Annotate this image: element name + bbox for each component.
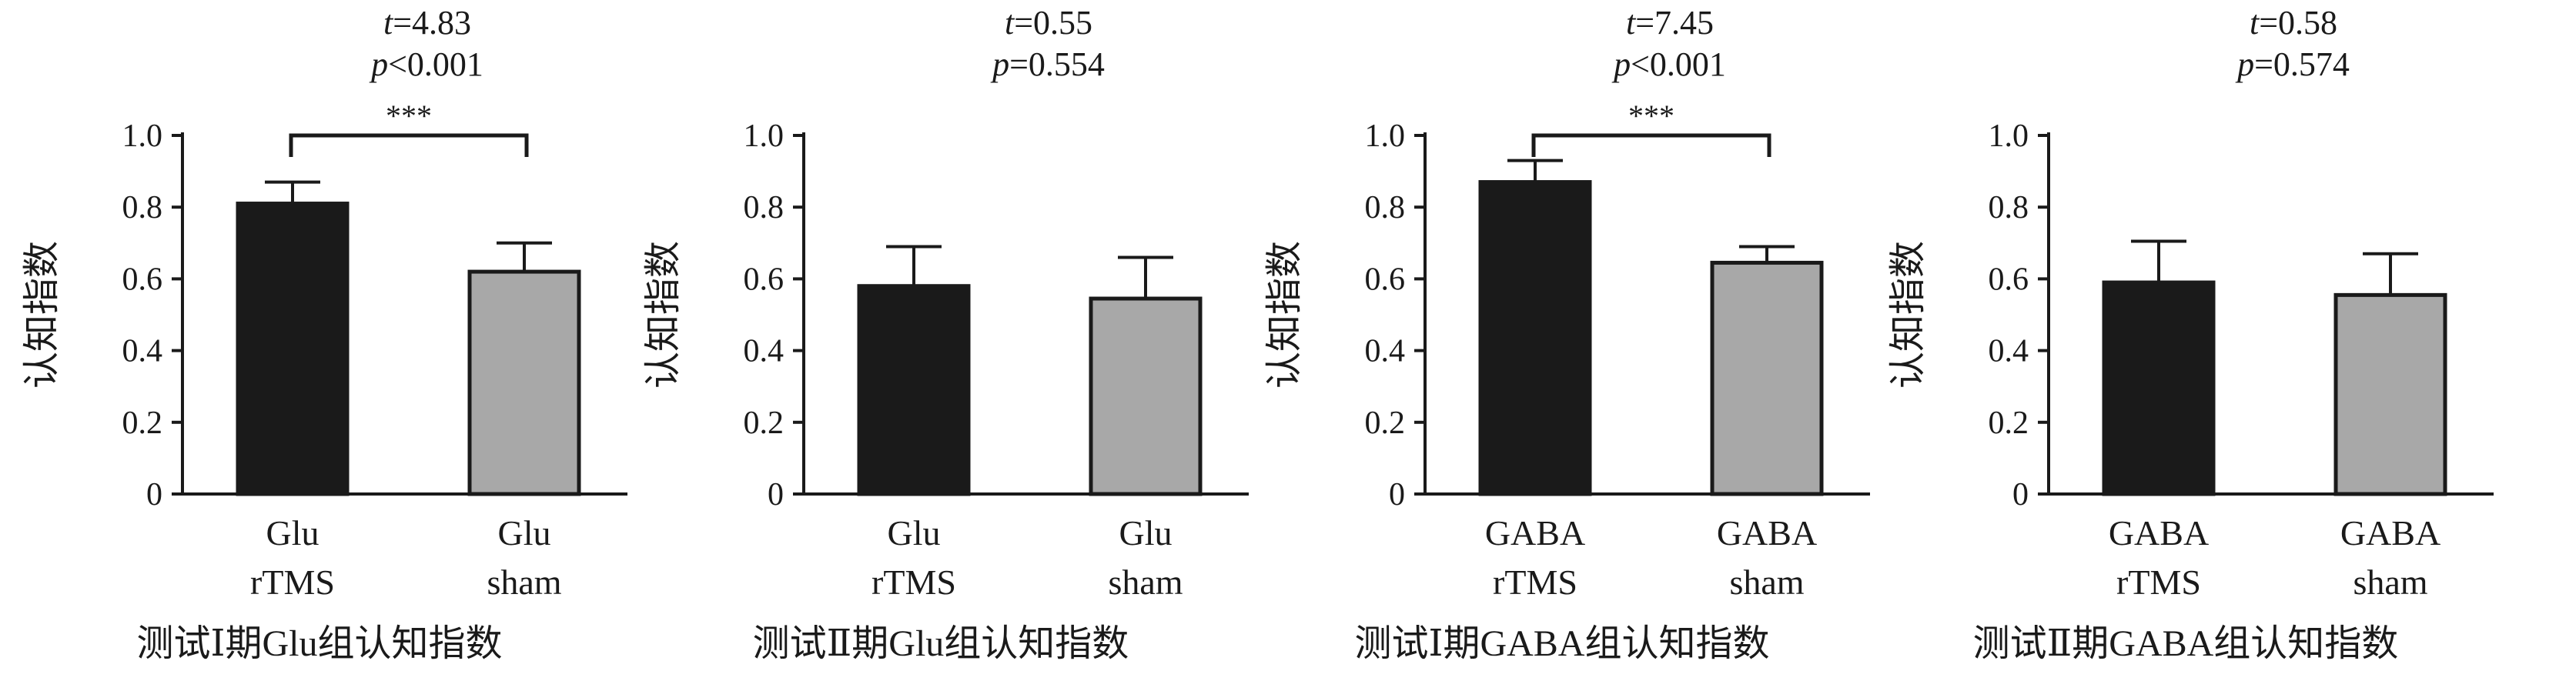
y-axis-label: 认知指数 (1886, 241, 1929, 389)
y-tick-label: 0.6 (122, 262, 163, 297)
significance-stars: *** (1628, 98, 1674, 133)
x-category-label: rTMS (1493, 562, 1577, 602)
panel-title: 测试Ⅱ期Glu组认知指数 (753, 623, 1129, 664)
y-tick-label: 0 (2012, 477, 2029, 512)
y-axis-label: 认知指数 (20, 241, 63, 389)
bar-1 (236, 202, 350, 496)
chart-panel-2: t=0.55p=0.554 0 0.2 0.4 0.6 0.8 1.0 认知指数 Glu rTMS… (641, 4, 1249, 664)
y-tick-label: 0.4 (1989, 334, 2029, 369)
y-axis-label: 认知指数 (641, 241, 684, 389)
significance-stars: *** (386, 98, 432, 133)
y-axis-label: 认知指数 (1263, 241, 1306, 389)
stat-t-value: t=7.45 (1626, 4, 1714, 42)
y-tick-label: 0.2 (1989, 406, 2029, 441)
x-category-label: Glu (888, 513, 941, 552)
x-category-label: GABA (1717, 513, 1817, 552)
x-category-label: GABA (1485, 513, 1585, 552)
x-category-label: sham (1108, 562, 1183, 602)
bar-2 (1089, 296, 1203, 496)
x-category-label: sham (487, 562, 561, 602)
x-category-label: rTMS (2116, 562, 2201, 602)
x-category-label: Glu (1119, 513, 1173, 552)
stat-p-value: p<0.001 (1611, 45, 1726, 83)
x-category-label: GABA (2109, 513, 2209, 552)
bar-2 (467, 269, 581, 496)
y-tick-label: 1.0 (1365, 119, 1406, 154)
x-category-label: Glu (498, 513, 551, 552)
x-category-label: rTMS (871, 562, 956, 602)
bar-2 (1710, 260, 1824, 496)
y-tick-label: 0.8 (122, 190, 163, 225)
y-tick-label: 0.2 (1365, 406, 1406, 441)
y-tick-label: 0.2 (744, 406, 785, 441)
bar-1 (1478, 180, 1592, 496)
bar-2 (2333, 292, 2447, 496)
significance-bracket (289, 133, 529, 157)
y-tick-label: 0 (768, 477, 784, 512)
y-tick-label: 0.2 (122, 406, 163, 441)
y-tick-label: 0.6 (1365, 262, 1406, 297)
y-tick-label: 1.0 (122, 119, 163, 154)
stat-t-value: t=0.55 (1005, 4, 1092, 42)
stat-t-value: t=0.58 (2250, 4, 2337, 42)
panel-title: 测试Ⅰ期Glu组认知指数 (137, 623, 503, 664)
y-tick-label: 0.8 (1989, 190, 2029, 225)
x-category-label: sham (2353, 562, 2427, 602)
y-tick-label: 0 (146, 477, 162, 512)
panel-title: 测试Ⅰ期GABA组认知指数 (1355, 623, 1770, 664)
y-tick-label: 1.0 (1989, 119, 2029, 154)
x-category-label: GABA (2340, 513, 2441, 552)
y-tick-label: 0.8 (1365, 190, 1406, 225)
y-tick-label: 0 (1389, 477, 1405, 512)
y-tick-label: 0.8 (744, 190, 785, 225)
y-tick-label: 0.4 (1365, 334, 1406, 369)
stat-p-value: p<0.001 (369, 45, 483, 83)
chart-panel-4: t=0.58p=0.574 0 0.2 0.4 0.6 0.8 1.0 认知指数 GABA rTM… (1886, 4, 2494, 664)
significance-bracket (1531, 133, 1771, 157)
stat-p-value: p=0.554 (990, 45, 1105, 83)
bar-1 (857, 284, 971, 496)
y-tick-label: 0.6 (1989, 262, 2029, 297)
x-category-label: rTMS (250, 562, 335, 602)
bar-1 (2102, 280, 2216, 496)
y-tick-label: 0.4 (744, 334, 785, 369)
y-tick-label: 0.4 (122, 334, 163, 369)
panel-title: 测试Ⅱ期GABA组认知指数 (1973, 623, 2399, 664)
chart-panel-1: t=4.83p<0.001 0 0.2 0.4 0.6 0.8 1.0 认知指数 Glu rTMS… (20, 4, 627, 664)
x-category-label: sham (1729, 562, 1804, 602)
y-tick-label: 1.0 (744, 119, 785, 154)
stat-p-value: p=0.574 (2235, 45, 2350, 83)
y-tick-label: 0.6 (744, 262, 785, 297)
x-category-label: Glu (266, 513, 319, 552)
stat-t-value: t=4.83 (383, 4, 471, 42)
chart-panel-3: t=7.45p<0.001 0 0.2 0.4 0.6 0.8 1.0 认知指数 GABA rTM… (1263, 4, 1870, 664)
